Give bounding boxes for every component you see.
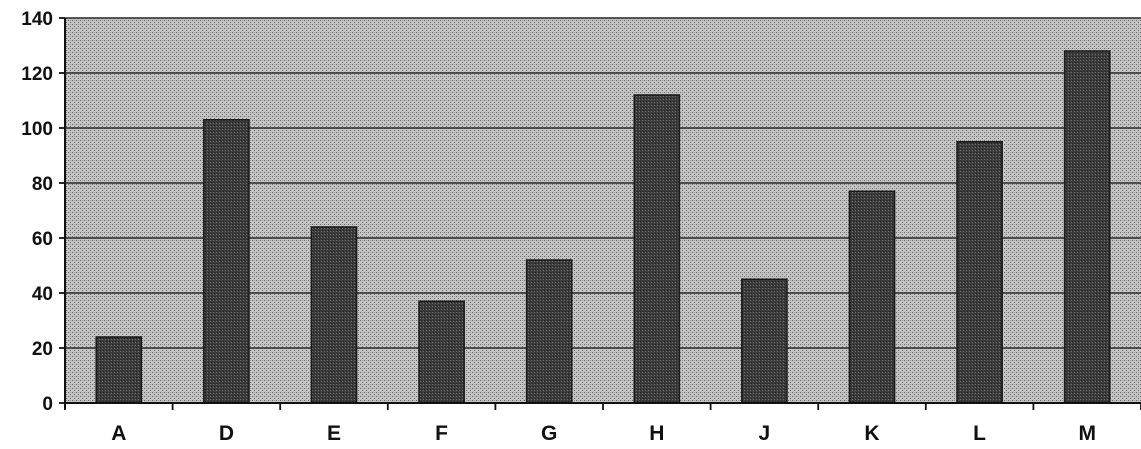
bar-J bbox=[741, 278, 788, 404]
axes bbox=[59, 17, 1141, 410]
y-tick-label: 40 bbox=[32, 284, 53, 305]
y-tick-label: 0 bbox=[42, 394, 53, 415]
bar-A bbox=[95, 336, 143, 404]
y-tick-label: 80 bbox=[32, 174, 53, 195]
y-tick-label: 20 bbox=[32, 339, 53, 360]
bar-L bbox=[956, 141, 1003, 404]
bar-K bbox=[848, 190, 896, 404]
category-label-F: F bbox=[435, 422, 448, 445]
y-tick-label: 60 bbox=[32, 229, 53, 250]
category-label-G: G bbox=[541, 422, 557, 445]
category-label-J: J bbox=[759, 422, 771, 445]
y-tick-label: 120 bbox=[21, 64, 53, 85]
bar-H bbox=[633, 94, 681, 404]
bar-F bbox=[418, 300, 465, 404]
category-label-H: H bbox=[649, 422, 664, 445]
category-label-E: E bbox=[327, 422, 341, 445]
bar-E bbox=[310, 226, 358, 404]
y-axis-tick-labels: 0 20 40 60 80 100 120 140 bbox=[21, 9, 53, 415]
category-label-M: M bbox=[1078, 422, 1096, 445]
category-label-K: K bbox=[864, 422, 879, 445]
y-tick-label: 140 bbox=[21, 9, 53, 30]
category-label-L: L bbox=[973, 422, 986, 445]
bar-D bbox=[203, 119, 250, 404]
bar-G bbox=[525, 259, 573, 404]
category-label-A: A bbox=[111, 422, 126, 445]
category-label-D: D bbox=[219, 422, 234, 445]
y-tick-label: 100 bbox=[21, 119, 53, 140]
bar-M bbox=[1063, 50, 1111, 404]
